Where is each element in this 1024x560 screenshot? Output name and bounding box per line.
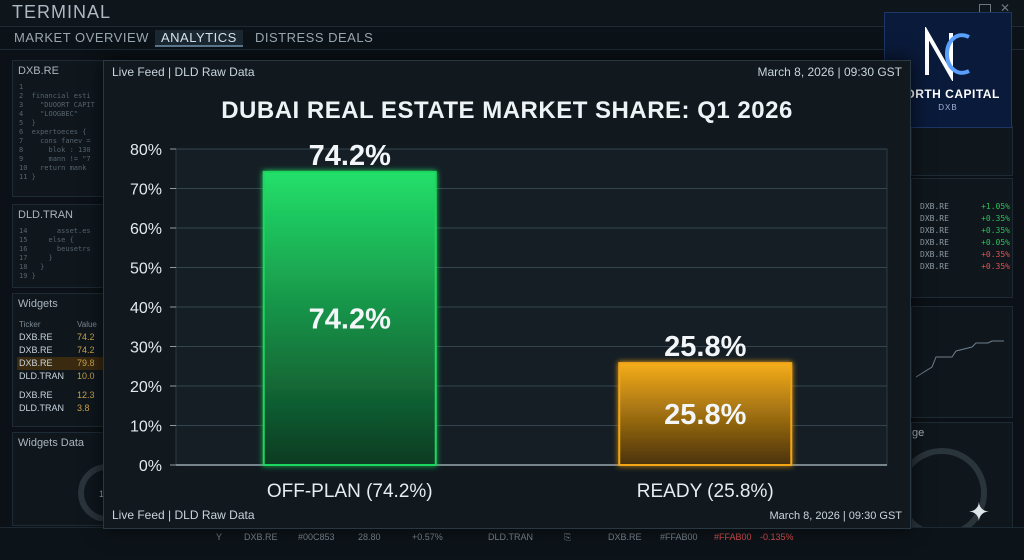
code-panel-dld: DLD.TRAN 14 asset.es 15 else { 16 beuset… (12, 204, 114, 288)
close-icon[interactable]: ✕ (1000, 1, 1011, 15)
table-row[interactable]: DXB.RE 12.3 (19, 390, 95, 400)
nc-monogram-icon (925, 27, 970, 81)
code-panel-dxb: DXB.RE 1 2 financial esti 3 "DUOORT CAPI… (12, 60, 114, 197)
gauge-panel: ge ✦ (897, 422, 1013, 538)
copy-icon[interactable]: ⎘ (564, 532, 572, 542)
y-tick-label: 0% (139, 458, 162, 475)
widgets-table: Ticker Value DXB.RE 74.2 DXB.RE 74.2 DXB.R… (17, 318, 113, 415)
tab-analytics[interactable]: ANALYTICS (155, 30, 243, 47)
bar-value-label-top: 25.8% (664, 331, 746, 363)
table-row[interactable]: DXB.RE +0.35% (920, 262, 1010, 271)
data-source-label: Live Feed | DLD Raw Data (112, 65, 255, 79)
table-row[interactable]: DXB.RE +0.05% (920, 238, 1010, 247)
widgets-data-panel: Widgets Data 100 (12, 432, 123, 526)
y-tick-label: 10% (130, 419, 162, 436)
logo-name: NORTH CAPITAL (896, 87, 1000, 101)
table-row[interactable]: DXB.RE +0.35% (920, 250, 1010, 259)
table-row[interactable]: DXB.RE 79.8 (17, 357, 113, 370)
x-category-label: OFF-PLAN (74.2%) (267, 481, 433, 502)
app-title: TERMINAL (12, 2, 112, 22)
gauge-chart (897, 448, 987, 538)
bar-value-label-inside: 74.2% (309, 303, 391, 335)
table-row[interactable]: DXB.RE +0.35% (920, 214, 1010, 223)
y-tick-label: 20% (130, 379, 162, 396)
mini-line-chart-panel (911, 306, 1013, 418)
bar-0 (262, 170, 437, 466)
y-tick-label: 30% (130, 340, 162, 357)
y-tick-label: 50% (130, 261, 162, 278)
tab-bar: MARKET OVERVIEW ANALYTICS DISTRESS DEALS (0, 27, 1024, 50)
mini-line-chart (915, 340, 1004, 378)
bar-1 (618, 362, 793, 466)
y-tick-label: 40% (130, 300, 162, 317)
table-header: Ticker Value (19, 320, 97, 329)
x-category-label: READY (25.8%) (637, 481, 774, 502)
panel-title: DLD.TRAN (18, 209, 74, 221)
right-info-panel (911, 126, 1013, 176)
bar-value-label-top: 74.2% (309, 140, 391, 172)
bar-value-label-inside: 25.8% (664, 399, 746, 431)
ticker-change-panel: DXB.RE +1.05% DXB.RE +0.35% DXB.RE +0.35% D… (911, 178, 1013, 298)
data-source-label: Live Feed | DLD Raw Data (112, 508, 255, 522)
widgets-panel: Widgets Ticker Value DXB.RE 74.2 DXB.RE 74… (12, 293, 114, 427)
panel-title: Widgets Data (18, 437, 85, 449)
bar-chart: 0% 10% 20% 30% 40% 50% 60% 70% 80% 74.2% 74.2% OFF-… (130, 140, 888, 502)
y-tick-label: 70% (130, 182, 162, 199)
title-bar: TERMINAL ✕ (0, 0, 1024, 27)
table-row[interactable]: DXB.RE +0.35% (920, 226, 1010, 235)
sparkle-icon: ✦ (968, 497, 990, 527)
timestamp-label: March 8, 2026 | 09:30 GST (769, 510, 902, 522)
tab-distress-deals[interactable]: DISTRESS DEALS (255, 30, 374, 45)
logo-sub: DXB (938, 103, 958, 112)
table-row[interactable]: DLD.TRAN 3.8 (19, 403, 90, 413)
tab-market-overview[interactable]: MARKET OVERVIEW (14, 30, 149, 45)
table-row[interactable]: DXB.RE 74.2 (19, 345, 95, 355)
panel-title: DXB.RE (18, 65, 59, 77)
table-row[interactable]: DLD.TRAN 10.0 (19, 371, 95, 381)
y-tick-label: 80% (130, 142, 162, 159)
chart-modal: Live Feed | DLD Raw Data March 8, 2026 |… (103, 60, 911, 529)
table-row[interactable]: DXB.RE 74.2 (19, 332, 95, 342)
panel-title: ge (912, 427, 925, 439)
timestamp-label: March 8, 2026 | 09:30 GST (757, 65, 902, 79)
y-tick-label: 60% (130, 221, 162, 238)
code-block: 1 2 financial esti 3 "DUOORT CAPIT 4 "LO… (19, 83, 95, 181)
chart-title: DUBAI REAL ESTATE MARKET SHARE: Q1 2026 (221, 97, 793, 124)
panel-title: Widgets (18, 298, 58, 310)
table-row[interactable]: DXB.RE +1.05% (920, 202, 1010, 211)
ticker-change-table: DXB.RE +1.05% DXB.RE +0.35% DXB.RE +0.35% D… (920, 201, 1010, 273)
code-block: 14 asset.es 15 else { 16 beusetrs 17 } 1… (19, 227, 91, 280)
bottom-ticker-strip: Y DXB.RE #00C853 28.80 +0.57% DLD.TRAN ⎘… (0, 527, 1024, 560)
